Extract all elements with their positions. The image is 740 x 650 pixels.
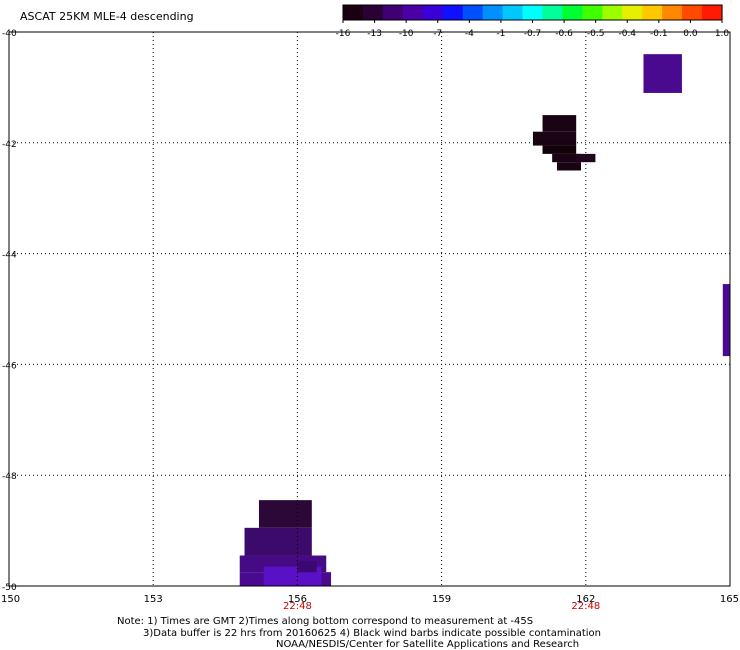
colorbar-swatch	[662, 5, 683, 20]
colorbar-swatch	[702, 5, 723, 20]
colorbar-swatch	[382, 5, 404, 20]
lon-tick-label: 156	[288, 594, 307, 605]
colorbar-tick-label: -1	[496, 29, 505, 39]
lon-tick-label: 150	[1, 594, 20, 605]
footer-note-1: Note: 1) Times are GMT 2)Times along bot…	[117, 616, 534, 627]
colorbar-tick-label: -0.6	[555, 29, 573, 39]
footer-credit: NOAA/NESDIS/Center for Satellite Applica…	[276, 639, 580, 650]
lat-tick-label: -42	[2, 140, 17, 150]
data-patches	[239, 54, 730, 586]
wind-data-cell	[643, 54, 682, 93]
colorbar-tick-label: -10	[399, 29, 414, 39]
lat-tick-label: -48	[2, 472, 17, 482]
colorbar: -16 -13 -10 -7 -4 -1 -0.7 -0.6 -0.5 -0.4 -0.1 0.0 1.…	[336, 4, 730, 39]
colorbar-tick-label: 1.0	[715, 29, 730, 39]
lat-tick-label: -44	[2, 251, 17, 261]
lon-tick-label: 153	[144, 594, 163, 605]
colorbar-swatch	[582, 5, 603, 20]
wind-data-cell	[722, 284, 730, 357]
lon-tick-label: 159	[432, 594, 451, 605]
colorbar-tick-label: -0.5	[587, 29, 605, 39]
colorbar-tick-label: 0.0	[683, 29, 698, 39]
wind-data-cell	[556, 162, 581, 171]
lon-tick-label: 162	[576, 594, 595, 605]
colorbar-swatch	[542, 5, 564, 20]
colorbar-swatch	[343, 5, 364, 20]
map-frame	[8, 31, 731, 587]
wind-data-cell	[552, 153, 581, 163]
grid-lines	[8, 31, 731, 587]
map-title: ASCAT 25KM MLE-4 descending	[20, 10, 194, 23]
colorbar-swatch	[562, 5, 583, 20]
colorbar-swatch	[502, 5, 524, 20]
colorbar-tick-label: -13	[367, 29, 382, 39]
colorbar-swatch	[362, 5, 384, 20]
colorbar-tick-label: -4	[465, 29, 474, 39]
lon-tick-label: 165	[720, 594, 739, 605]
footer-note-2: 3)Data buffer is 22 hrs from 20160625 4)…	[143, 628, 601, 639]
wind-data-cell	[258, 500, 312, 528]
time-label: 22:48	[571, 601, 600, 612]
colorbar-swatch	[642, 5, 663, 20]
colorbar-tick-label: -7	[433, 29, 442, 39]
colorbar-swatch	[402, 5, 424, 20]
colorbar-swatch	[422, 5, 444, 20]
wind-data-cell	[297, 561, 317, 573]
axis-labels: 150 153 156 159 162 165 -40 -42 -44 -46 -48 -50 22:4…	[1, 29, 739, 612]
colorbar-tick-label: -0.1	[650, 29, 668, 39]
colorbar-ticks: -16 -13 -10 -7 -4 -1 -0.7 -0.6 -0.5 -0.4 -0.1 0.0 1.…	[336, 20, 730, 39]
wind-data-cell	[244, 527, 312, 556]
lat-tick-label: -40	[2, 29, 17, 39]
lat-tick-label: -50	[2, 583, 17, 593]
wind-data-cell	[576, 153, 596, 163]
colorbar-swatch	[522, 5, 544, 20]
wind-data-cell	[542, 115, 577, 132]
lat-tick-label: -46	[2, 361, 17, 371]
wind-data-cell	[532, 131, 577, 146]
wind-data-cell	[542, 145, 577, 154]
colorbar-tick-label: -0.7	[524, 29, 542, 39]
colorbar-swatch	[682, 5, 703, 20]
colorbar-swatch	[602, 5, 623, 20]
time-label: 22:48	[283, 601, 312, 612]
colorbar-tick-label: -0.4	[618, 29, 636, 39]
colorbar-swatch	[482, 5, 504, 20]
colorbar-tick-label: -16	[336, 29, 351, 39]
colorbar-swatch	[462, 5, 484, 20]
ascat-map: 150 153 156 159 162 165 -40 -42 -44 -46 -48 -50 22:4…	[1, 29, 739, 612]
colorbar-swatch	[622, 5, 643, 20]
colorbar-swatch	[442, 5, 464, 20]
colorbar-swatches	[342, 4, 723, 21]
